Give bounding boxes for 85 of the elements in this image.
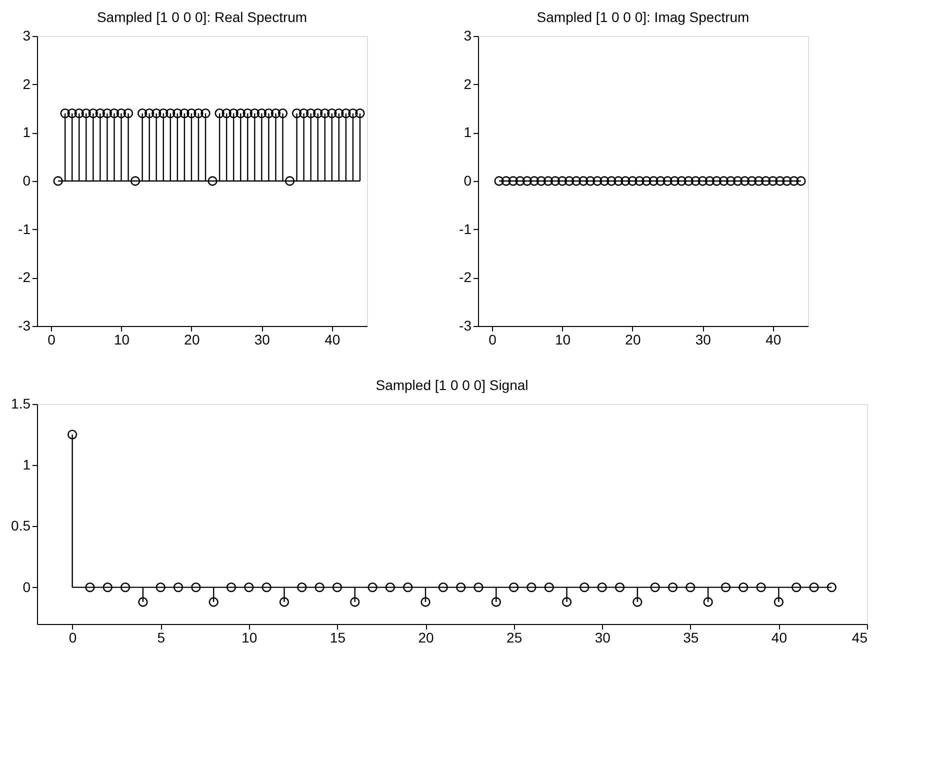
point: [668, 582, 678, 592]
point: [420, 597, 430, 607]
x-tick-label: 5: [157, 630, 166, 646]
point: [562, 597, 572, 607]
point: [597, 582, 607, 592]
point: [173, 582, 184, 592]
x-tick-label: 0: [48, 332, 56, 348]
y-tick-label: 1.5: [11, 396, 31, 412]
y-tick-label: 0: [464, 172, 472, 188]
y-tick-label: 0: [22, 172, 31, 188]
chart-title: Sampled [1 0 0 0] Signal: [376, 377, 528, 393]
x-tick-label: 10: [554, 332, 571, 348]
y-tick-label: -1: [18, 220, 31, 237]
y-tick-label: 2: [464, 76, 472, 92]
point: [138, 597, 148, 607]
y-tick-label: 1: [464, 124, 472, 140]
x-tick-label: 40: [324, 332, 340, 348]
point: [120, 582, 130, 592]
point: [614, 582, 625, 592]
chart-title: Sampled [1 0 0 0]: Imag Spectrum: [536, 9, 750, 25]
point: [332, 582, 342, 592]
point: [686, 582, 696, 592]
x-tick-label: 0: [68, 630, 77, 646]
point: [156, 582, 166, 592]
point: [385, 582, 396, 592]
point: [297, 582, 307, 592]
point: [191, 582, 201, 592]
point: [650, 582, 660, 592]
point: [208, 597, 218, 607]
x-tick-label: 20: [625, 332, 641, 348]
point: [350, 597, 360, 607]
x-tick-label: 10: [242, 630, 258, 646]
point: [632, 597, 642, 607]
y-tick-label: 0: [22, 578, 31, 595]
y-tick-label: -3: [18, 318, 31, 334]
point: [774, 597, 784, 607]
y-tick-label: 3: [22, 28, 31, 44]
point: [809, 582, 819, 592]
chart-title: Sampled [1 0 0 0]: Real Spectrum: [96, 9, 308, 25]
point: [491, 597, 501, 607]
point: [403, 582, 413, 592]
point: [544, 582, 554, 592]
y-tick-label: -2: [459, 269, 472, 286]
x-tick-label: 30: [594, 630, 611, 646]
point: [720, 582, 731, 592]
y-tick-label: 1: [22, 456, 31, 473]
x-tick-label: 20: [184, 332, 200, 348]
point: [85, 582, 95, 592]
x-tick-label: 40: [771, 630, 788, 646]
x-tick-label: 45: [852, 630, 868, 646]
point: [262, 582, 272, 592]
point: [703, 597, 713, 607]
y-tick-label: 0.5: [11, 518, 31, 534]
y-tick-label: -1: [459, 220, 472, 237]
point: [438, 582, 448, 592]
point: [456, 582, 466, 592]
x-tick-label: 40: [766, 332, 782, 348]
point: [226, 582, 236, 592]
point: [580, 582, 590, 592]
point: [244, 582, 254, 592]
x-tick-label: 10: [114, 332, 130, 348]
x-tick-label: 35: [683, 630, 699, 646]
point: [756, 582, 766, 592]
y-tick-label: -3: [459, 318, 472, 334]
point: [279, 597, 290, 607]
y-tick-label: 2: [22, 76, 31, 92]
y-tick-label: -2: [18, 269, 31, 286]
point: [474, 582, 484, 592]
x-tick-label: 30: [254, 332, 270, 348]
point: [102, 582, 112, 592]
point: [67, 430, 78, 440]
point: [314, 582, 324, 592]
point: [368, 582, 378, 592]
point: [826, 582, 837, 592]
x-tick-label: 15: [330, 630, 346, 646]
y-tick-label: 1: [22, 124, 31, 140]
x-tick-label: 30: [695, 332, 712, 348]
point: [792, 582, 802, 592]
y-tick-label: 3: [464, 28, 472, 44]
point: [738, 582, 748, 592]
x-tick-label: 0: [488, 332, 497, 348]
point: [526, 582, 536, 592]
point: [508, 582, 519, 592]
x-tick-label: 25: [506, 630, 522, 646]
x-tick-label: 20: [418, 630, 434, 646]
